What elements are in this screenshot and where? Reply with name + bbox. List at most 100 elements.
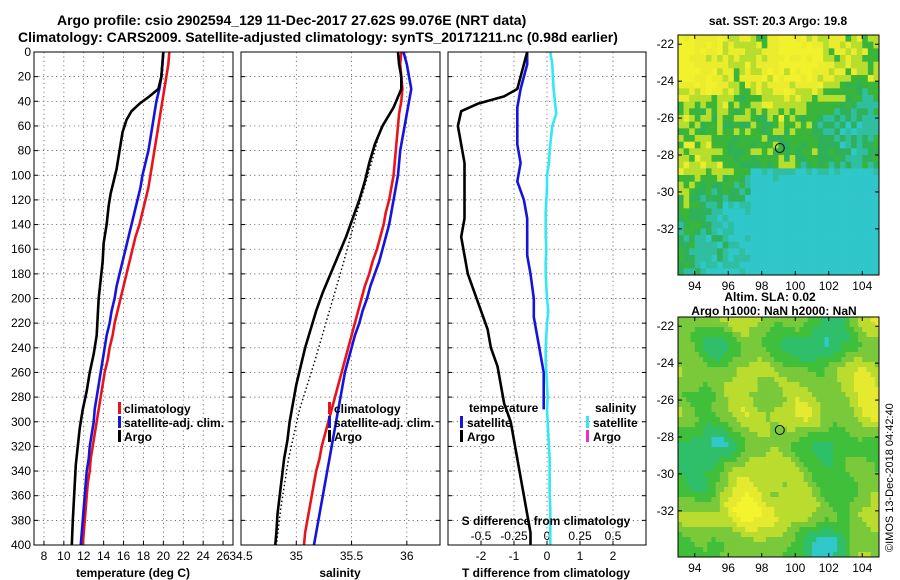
map-cell	[700, 108, 707, 116]
secondary-x-tick-label: 0.5	[605, 529, 622, 543]
map-cell	[870, 362, 876, 368]
map-cell	[851, 255, 858, 263]
map-cell	[824, 332, 830, 338]
map-cell	[678, 201, 685, 209]
map-cell	[786, 517, 792, 523]
map-cell	[867, 161, 875, 169]
map-cell	[717, 141, 724, 149]
map-cell	[858, 462, 863, 468]
map-cell	[733, 228, 741, 236]
map-cell	[719, 507, 725, 513]
map-cell	[778, 487, 784, 493]
map-cell	[772, 81, 780, 89]
map-cell	[683, 255, 690, 263]
map-cell	[807, 367, 813, 373]
map-cell	[867, 228, 875, 236]
map-cell	[686, 487, 692, 493]
map-cell	[724, 492, 729, 498]
map-cell	[682, 377, 687, 383]
map-cell	[690, 542, 696, 548]
map-cell	[866, 337, 872, 343]
map-cell	[715, 482, 721, 488]
map-cell	[874, 422, 879, 428]
map-cell	[828, 342, 834, 348]
map-cell	[795, 487, 801, 493]
map-cell	[839, 175, 847, 183]
map-cell	[711, 342, 717, 348]
map-cell	[874, 382, 879, 388]
map-cell	[806, 261, 813, 269]
map-cell	[772, 35, 780, 43]
map-cell	[689, 201, 696, 209]
map-cell	[799, 552, 805, 557]
map-cell	[866, 547, 872, 553]
map-cell	[707, 487, 713, 493]
map-cell	[858, 397, 863, 403]
map-cell	[686, 462, 692, 468]
legend-temperature-title: temperature	[469, 401, 539, 415]
map-cell	[711, 327, 717, 333]
map-cell	[698, 497, 704, 503]
map-cell	[851, 41, 858, 49]
map-cell	[858, 427, 863, 433]
map-cell	[841, 457, 847, 463]
map-cell	[749, 507, 754, 513]
map-lon-label: 104	[852, 561, 872, 575]
map-cell	[698, 342, 704, 348]
map-cell	[749, 477, 754, 483]
map-cell	[799, 422, 805, 428]
map-cell	[832, 462, 838, 468]
map-cell	[740, 442, 746, 448]
map-cell	[733, 241, 741, 249]
map-cell	[845, 397, 851, 403]
map-cell	[784, 181, 791, 189]
map-cell	[690, 412, 696, 418]
map-cell	[791, 332, 796, 338]
map-cell	[757, 347, 763, 353]
map-cell	[795, 442, 801, 448]
map-cell	[703, 357, 708, 363]
map-cell	[686, 347, 692, 353]
map-cell	[711, 402, 717, 408]
map-cell	[767, 195, 774, 203]
map-cell	[853, 412, 859, 418]
map-cell	[867, 248, 875, 256]
map-cell	[678, 317, 683, 323]
map-cell	[722, 195, 729, 203]
series-satellite-adj-clim-	[79, 51, 165, 546]
map-cell	[703, 517, 708, 523]
map-cell	[856, 188, 863, 196]
map-cell	[799, 347, 805, 353]
map-cell	[774, 487, 780, 493]
map-cell	[807, 427, 813, 433]
map-cell	[828, 347, 834, 353]
map-cell	[803, 517, 809, 523]
map-cell	[866, 522, 872, 528]
map-cell	[724, 472, 729, 478]
map-cell	[832, 522, 838, 528]
map-cell	[874, 527, 879, 533]
map-cell	[786, 397, 792, 403]
map-cell	[739, 61, 746, 69]
map-cell	[728, 447, 734, 453]
map-cell	[678, 402, 683, 408]
map-cell	[789, 61, 796, 69]
map-cell	[828, 35, 835, 43]
map-cell	[784, 108, 791, 116]
map-cell	[834, 141, 841, 149]
map-cell	[767, 155, 774, 163]
map-cell	[832, 352, 838, 358]
map-cell	[756, 135, 763, 143]
map-cell	[745, 407, 750, 413]
map-cell	[789, 195, 796, 203]
map-cell	[816, 447, 821, 453]
map-cell	[845, 497, 851, 503]
map-cell	[711, 377, 717, 383]
legend-swatch-argo	[328, 430, 331, 442]
map-cell	[841, 502, 847, 508]
map-cell	[837, 482, 842, 488]
map-cell	[690, 417, 696, 423]
map-cell	[770, 352, 775, 358]
map-cell	[851, 55, 858, 63]
map-cell	[778, 332, 784, 338]
